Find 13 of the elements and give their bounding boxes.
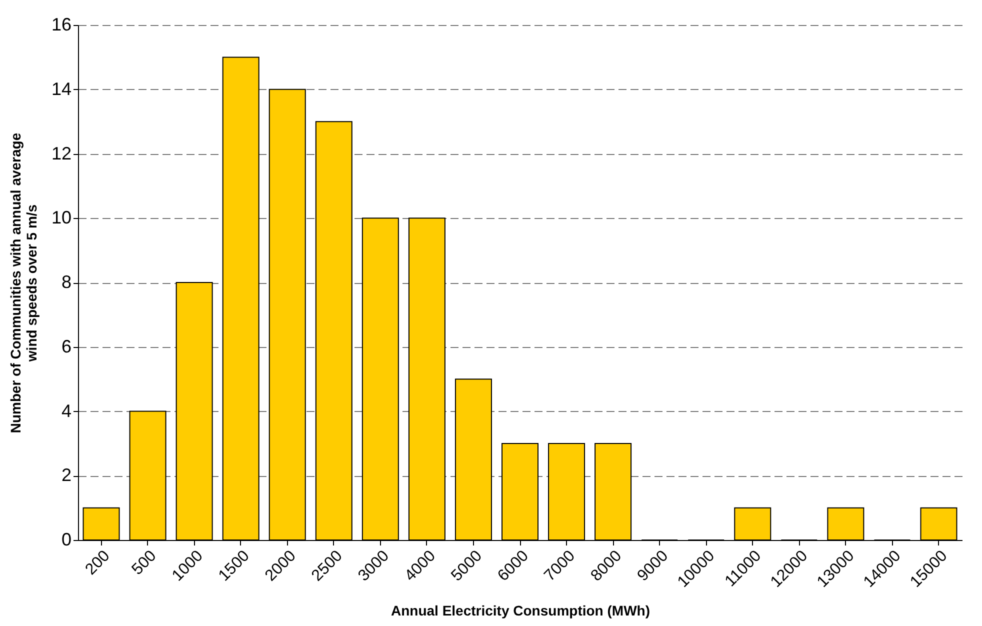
x-tick-label: 200 xyxy=(82,547,114,578)
y-tick-label: 4 xyxy=(61,400,72,421)
y-tick-label: 8 xyxy=(61,272,72,292)
y-tick-label: 10 xyxy=(51,208,72,228)
y-tick-label: 12 xyxy=(51,143,72,164)
x-tick-label: 500 xyxy=(128,547,160,578)
y-tick-label: 6 xyxy=(61,336,72,356)
x-axis-title: Annual Electricity Consumption (MWh) xyxy=(391,602,650,618)
y-tick-label: 16 xyxy=(51,14,72,34)
y-axis-title: Number of Communities with annual average wind speeds over 5 m/s xyxy=(7,132,40,434)
y-tick-label: 0 xyxy=(61,530,72,550)
y-tick-label: 14 xyxy=(51,78,72,99)
y-tick-label: 2 xyxy=(61,465,72,486)
